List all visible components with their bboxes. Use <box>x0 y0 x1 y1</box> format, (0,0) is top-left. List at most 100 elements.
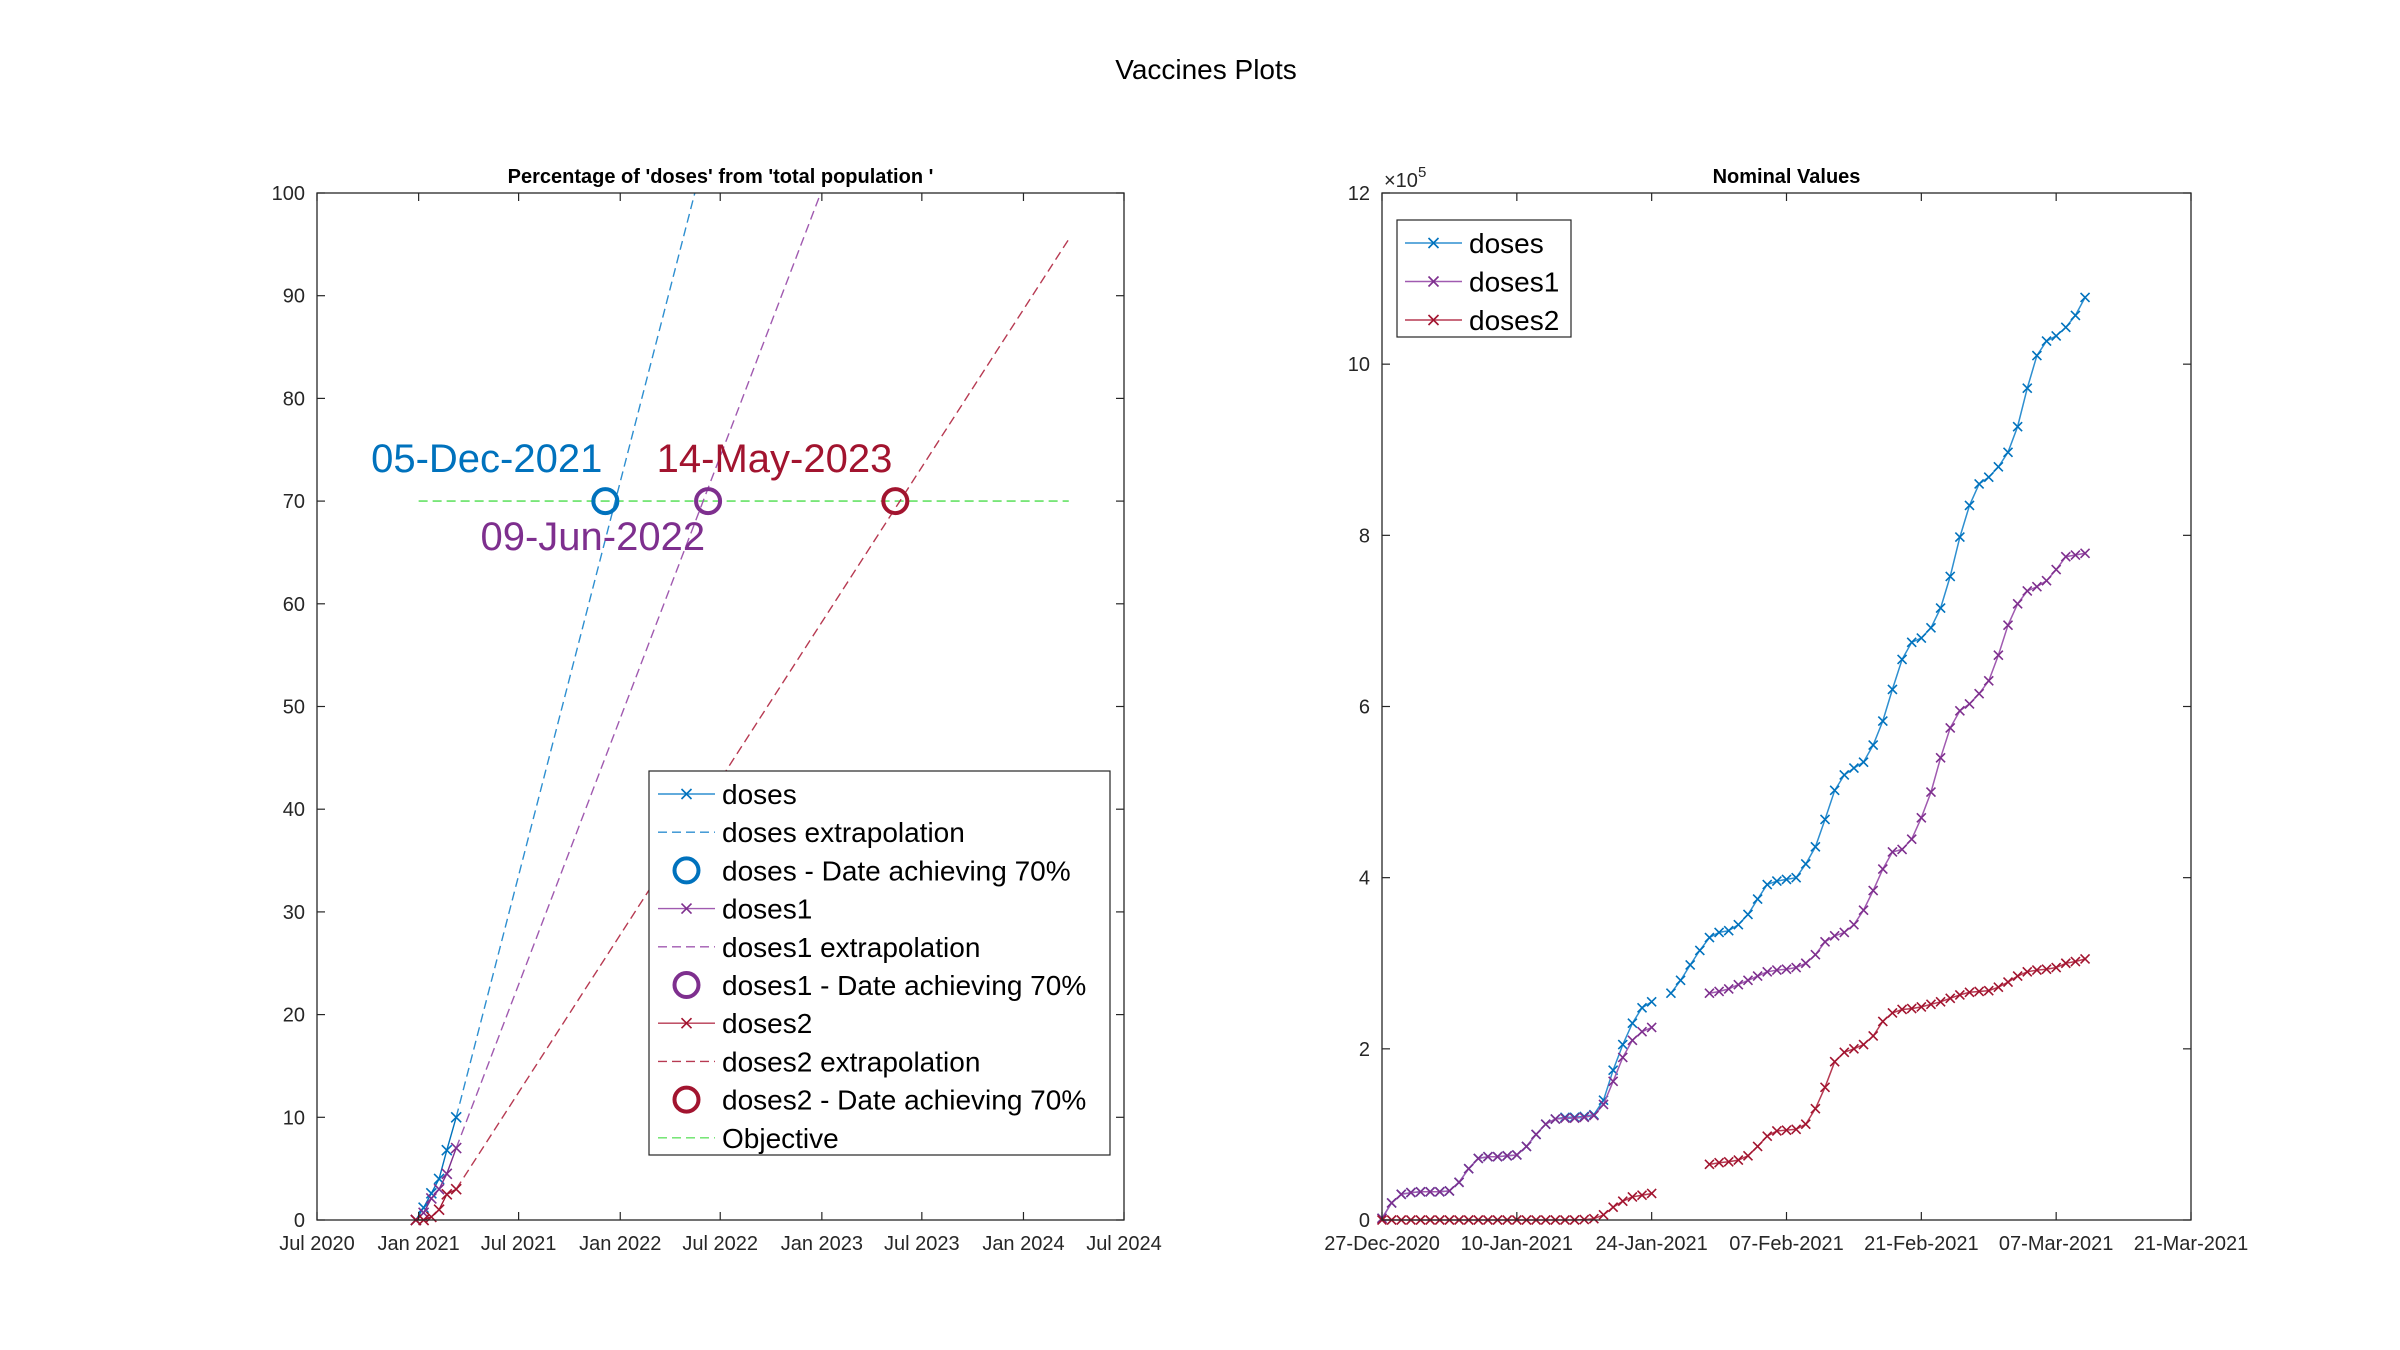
doses1-point <box>1954 705 1965 716</box>
doses1-point <box>1704 988 1715 999</box>
doses1-point <box>441 1168 453 1180</box>
doses1-point <box>1906 834 1917 845</box>
doses1-point <box>1492 1151 1503 1162</box>
doses2-point <box>1627 1191 1638 1202</box>
doses-point <box>1636 1002 1648 1013</box>
y-tick-label: 0 <box>294 1210 305 1232</box>
doses1-point <box>2031 581 2042 592</box>
doses-point <box>1916 632 1927 644</box>
doses-achievement-date-label: 05-Dec-2021 <box>371 437 602 481</box>
legend-label: doses2 <box>722 1008 812 1039</box>
doses-point <box>1675 975 1686 986</box>
doses1-point <box>1781 964 1792 975</box>
doses2-point <box>2012 971 2023 982</box>
y-tick-label: 60 <box>283 594 305 616</box>
y-tick-label: 50 <box>283 697 305 719</box>
doses2-point <box>1800 1119 1811 1130</box>
figure-title: Vaccines Plots <box>1115 54 1297 85</box>
y-tick-label: 40 <box>283 799 305 821</box>
doses1-point <box>1386 1197 1397 1208</box>
doses-point <box>1685 959 1696 971</box>
legend-box <box>1396 219 1572 338</box>
doses1-point <box>450 1142 462 1154</box>
y-tick-label: 6 <box>1359 697 1370 719</box>
doses-point <box>1733 919 1744 930</box>
doses2-point <box>1733 1155 1744 1166</box>
y-tick-label: 10 <box>1348 354 1370 376</box>
x-tick-label: 21-Feb-2021 <box>1864 1233 1979 1255</box>
legend-label: doses1 extrapolation <box>722 932 980 963</box>
doses-point <box>1762 879 1773 890</box>
doses1-point <box>1453 1177 1465 1188</box>
legend-label: doses - Date achieving 70% <box>722 855 1071 886</box>
doses-point <box>1945 571 1956 582</box>
doses2-series-line <box>1709 958 2086 1166</box>
doses2-point <box>1964 987 1975 998</box>
doses1-point <box>2060 551 2071 562</box>
doses1-point <box>1800 958 1811 969</box>
chart-title: Nominal Values <box>1713 166 1861 188</box>
x-tick-label: Jan 2023 <box>781 1233 863 1255</box>
doses2-point <box>1954 989 1965 1000</box>
x-tick-label: Jul 2023 <box>884 1233 960 1255</box>
doses1-point <box>1531 1129 1542 1140</box>
doses1-point <box>1502 1150 1513 1161</box>
x-tick-label: Jan 2021 <box>377 1233 459 1255</box>
doses-point <box>1771 876 1782 887</box>
doses1-point <box>1569 1113 1580 1124</box>
doses1-point <box>2002 620 2014 631</box>
legend-label: doses1 - Date achieving 70% <box>722 970 1086 1001</box>
doses1-point <box>1810 949 1821 960</box>
doses2-point <box>1714 1157 1725 1168</box>
x-tick-label: Jan 2022 <box>579 1233 661 1255</box>
plot-area <box>1382 193 2191 1220</box>
doses2-point <box>1723 1156 1734 1167</box>
legend-label: doses2 extrapolation <box>722 1046 980 1077</box>
doses1-point <box>1444 1185 1455 1196</box>
doses1-point <box>1598 1099 1609 1110</box>
doses2-point <box>450 1183 462 1195</box>
y-tick-label: 100 <box>272 183 305 205</box>
doses1-point <box>1425 1186 1436 1197</box>
doses2-point <box>2022 966 2033 977</box>
y-tick-label: 30 <box>283 902 305 924</box>
doses1-point <box>1559 1113 1571 1124</box>
doses1-point <box>1482 1151 1494 1162</box>
doses2-point <box>1829 1056 1840 1067</box>
doses1-point <box>1868 885 1879 896</box>
doses-point <box>1742 909 1754 920</box>
legend-swatch-marker <box>1427 314 1440 326</box>
doses2-point <box>2041 964 2052 975</box>
doses-point <box>1752 893 1763 905</box>
doses-point <box>1974 478 1985 490</box>
doses-point <box>1906 637 1917 648</box>
doses-point <box>2041 335 2052 347</box>
doses2-point <box>1762 1131 1773 1142</box>
doses2-point <box>2002 977 2014 988</box>
doses-point <box>1714 927 1725 938</box>
legend: doses doses1 doses2 <box>1396 219 1572 338</box>
doses1-point <box>1714 986 1725 997</box>
doses1-point <box>1858 905 1869 916</box>
x-tick-label: 24-Jan-2021 <box>1596 1233 1708 1255</box>
doses-point <box>425 1187 437 1199</box>
y-tick-label: 70 <box>283 491 305 513</box>
legend-label: doses1 <box>722 894 812 925</box>
doses-extrapolation-line <box>455 192 696 1118</box>
doses1-point <box>1974 688 1985 699</box>
doses-point <box>1617 1039 1628 1050</box>
doses1-point <box>2022 585 2033 597</box>
doses2-point <box>1839 1047 1850 1058</box>
x-tick-label: 27-Dec-2020 <box>1324 1233 1440 1255</box>
x-tick-label: 07-Mar-2021 <box>1999 1233 2114 1255</box>
legend-label: doses <box>722 779 797 810</box>
doses1-point <box>1511 1149 1522 1161</box>
doses-point <box>1704 932 1715 943</box>
x-tick-label: Jul 2021 <box>481 1233 557 1255</box>
doses-point <box>1694 945 1705 956</box>
doses2-point <box>1608 1202 1619 1213</box>
doses-point <box>1887 684 1898 695</box>
doses2-point <box>1945 993 1956 1004</box>
doses-point <box>1791 872 1802 883</box>
